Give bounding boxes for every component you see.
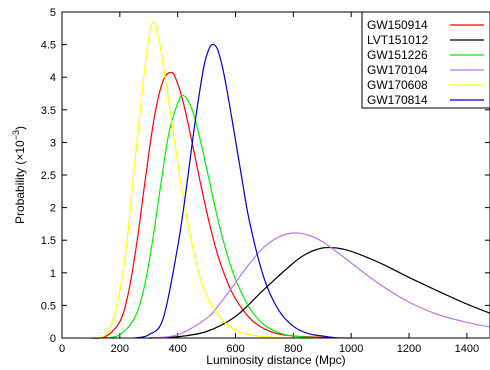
y-axis-label-close: ) [13, 126, 27, 130]
x-tick-label: 0 [59, 343, 65, 355]
y-tick-label: 1.5 [41, 235, 56, 247]
series-line-gw170104 [148, 232, 490, 339]
series-line-gw150914 [90, 71, 352, 339]
y-axis-label-main: Probability (×10 [13, 140, 27, 224]
legend-label-gw150914: GW150914 [367, 18, 428, 32]
y-tick-label: 0.5 [41, 300, 56, 312]
legend: GW150914LVT151012GW151226GW170104GW17060… [361, 11, 490, 109]
legend-label-lvt151012: LVT151012 [367, 33, 428, 47]
y-tick-label: 2 [50, 203, 56, 215]
x-tick-label: 600 [226, 343, 244, 355]
x-tick-labels: 0 200 400 600 800 1000 1200 1400 [59, 343, 479, 355]
legend-label-gw151226: GW151226 [367, 48, 428, 62]
y-tick-label: 2.5 [41, 170, 56, 182]
legend-box [361, 11, 490, 109]
y-axis-label: Probability (×10−3) [11, 126, 27, 224]
x-tick-label: 1400 [455, 343, 479, 355]
x-tick-label: 400 [168, 343, 186, 355]
x-tick-label: 1000 [339, 343, 363, 355]
x-axis-label: Luminosity distance (Mpc) [206, 353, 345, 367]
x-tick-label: 800 [284, 343, 302, 355]
series-line-lvt151012 [148, 246, 490, 339]
y-tick-label: 1 [50, 268, 56, 280]
series-line-gw170608 [99, 21, 294, 339]
series-line-gw170814 [134, 43, 337, 339]
y-tick-label: 3.5 [41, 105, 56, 117]
y-tick-label: 0 [50, 333, 56, 345]
legend-label-gw170608: GW170608 [367, 78, 428, 92]
legend-label-gw170814: GW170814 [367, 93, 428, 107]
y-tick-label: 5 [50, 7, 56, 19]
x-tick-label: 200 [111, 343, 129, 355]
x-tick-label: 1200 [397, 343, 421, 355]
plot-frame [61, 11, 490, 339]
series-line-gw151226 [105, 94, 323, 339]
y-tick-label: 4.5 [41, 40, 56, 52]
y-tick-labels: 0 0.5 1 1.5 2 2.5 3 3.5 4 4.5 5 [41, 7, 56, 345]
y-tick-label: 3 [50, 137, 56, 149]
y-tick-label: 4 [50, 72, 56, 84]
legend-label-gw170104: GW170104 [367, 63, 428, 77]
y-axis-label-exponent: −3 [11, 130, 21, 140]
series-lines [90, 21, 490, 339]
